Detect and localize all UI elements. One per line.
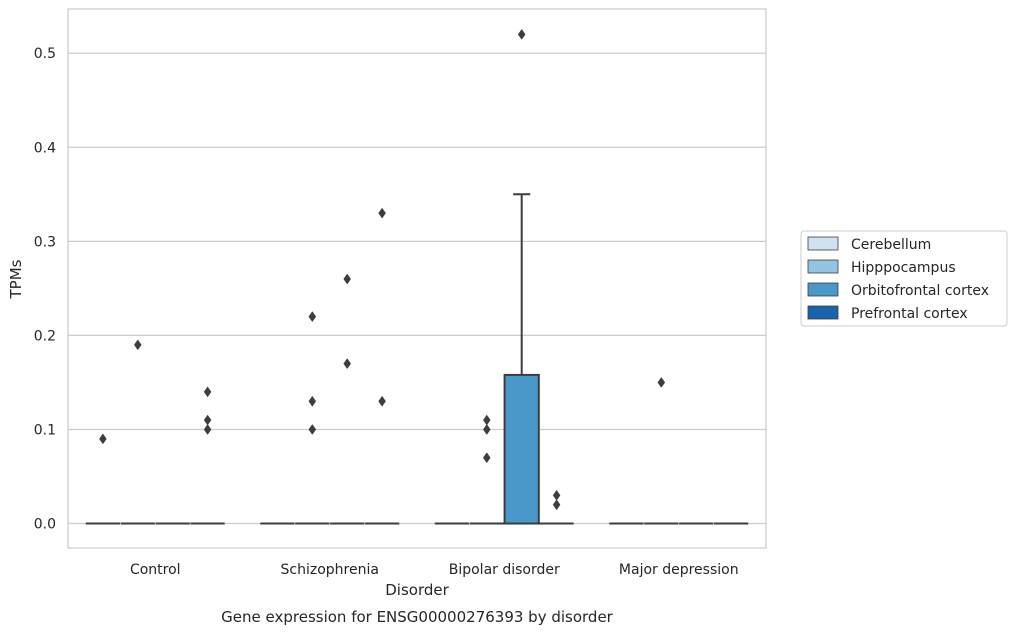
y-tick-label: 0.3 — [34, 234, 56, 250]
x-tick-label: Major depression — [619, 562, 739, 578]
legend-frame — [800, 230, 1008, 327]
y-tick-label: 0.0 — [34, 517, 56, 533]
legend-swatch — [807, 305, 839, 320]
box-body — [503, 373, 540, 525]
x-tick-labels: Control Schizophrenia Bipolar disorder Majo… — [130, 562, 739, 578]
x-tick-label: Control — [130, 562, 181, 578]
legend: Cerebellum Hipppocampus Orbitofrontal cort… — [800, 230, 1008, 327]
box-orbitofrontal-cortex-schizophrenia — [330, 273, 365, 525]
outlier-point — [482, 414, 491, 426]
legend-label: Orbitofrontal cortex — [851, 283, 989, 299]
box-prefrontal-cortex-control — [190, 386, 225, 525]
legend-label: Hipppocampus — [851, 260, 956, 276]
box-prefrontal-cortex-bipolar-disorder — [539, 489, 574, 525]
box-cerebellum-control — [85, 433, 121, 525]
box-orbitofrontal-cortex-bipolar-disorder — [503, 28, 540, 525]
legend-item-prefrontal-cortex: Prefrontal cortex — [807, 305, 968, 322]
legend-item-cerebellum: Cerebellum — [807, 236, 931, 253]
series-hipppocampus — [120, 311, 679, 525]
outlier-point — [482, 452, 491, 464]
y-tick-label: 0.4 — [34, 140, 56, 156]
outlier-point — [378, 207, 386, 219]
outlier-point — [378, 395, 386, 407]
outlier-point — [203, 424, 212, 435]
legend-item-hipppocampus: Hipppocampus — [807, 259, 956, 276]
box-plots — [85, 28, 749, 525]
y-tick-labels: 0.0 0.1 0.2 0.3 0.4 0.5 — [34, 46, 56, 532]
legend-label: Cerebellum — [851, 237, 931, 253]
series-prefrontal-cortex — [190, 207, 749, 525]
outlier-point — [203, 414, 212, 426]
y-axis-label: TPMs — [7, 259, 25, 299]
series-orbitofrontal-cortex — [155, 28, 714, 525]
outlier-point — [308, 311, 317, 323]
plot-frame — [67, 8, 767, 549]
box-hipppocampus-control — [120, 339, 155, 525]
legend-label: Prefrontal cortex — [851, 306, 968, 322]
x-axis-label: Disorder — [385, 581, 449, 599]
y-tick-label: 0.5 — [34, 46, 56, 62]
legend-swatch — [807, 236, 839, 251]
outlier-point — [482, 424, 491, 435]
box-hipppocampus-bipolar-disorder — [469, 414, 504, 525]
x-tick-label: Schizophrenia — [281, 562, 379, 578]
outlier-point — [517, 28, 526, 40]
box-hipppocampus-schizophrenia — [295, 311, 330, 525]
legend-swatch — [807, 259, 839, 274]
x-tick-label: Bipolar disorder — [449, 562, 560, 578]
outlier-point — [552, 499, 561, 511]
outlier-point — [308, 424, 317, 435]
legend-swatch — [807, 282, 839, 297]
outlier-point — [203, 386, 212, 398]
chart-caption: Gene expression for ENSG00000276393 by d… — [221, 608, 614, 626]
grid-lines — [68, 52, 766, 525]
y-tick-label: 0.1 — [34, 422, 56, 438]
y-tick-label: 0.2 — [34, 328, 56, 344]
outlier-point — [133, 339, 142, 351]
outlier-point — [343, 273, 352, 285]
outlier-point — [308, 395, 317, 407]
box-hipppocampus-major-depression — [644, 377, 679, 525]
outlier-point — [552, 489, 561, 501]
legend-item-orbitofrontal-cortex: Orbitofrontal cortex — [807, 282, 989, 299]
outlier-point — [99, 433, 107, 445]
outlier-point — [343, 358, 352, 370]
series-cerebellum — [85, 433, 644, 525]
box-prefrontal-cortex-schizophrenia — [364, 207, 400, 525]
outlier-point — [657, 377, 666, 388]
